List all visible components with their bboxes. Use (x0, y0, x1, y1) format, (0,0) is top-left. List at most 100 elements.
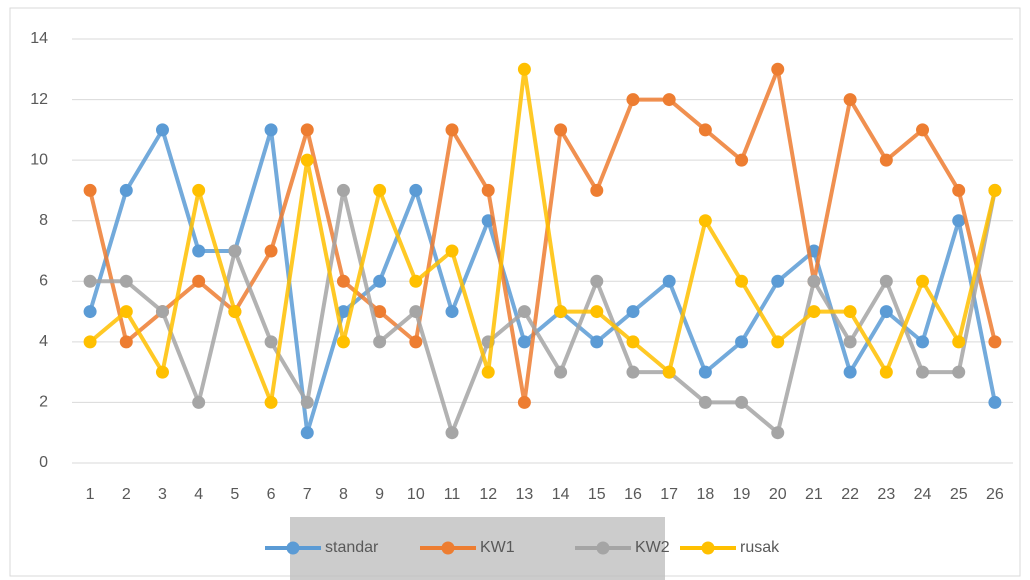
x-tick-label: 1 (86, 486, 95, 503)
y-tick-label: 10 (30, 151, 48, 168)
data-point (952, 335, 966, 349)
data-point (336, 183, 350, 197)
data-point (228, 305, 242, 319)
x-tick-label: 23 (877, 486, 895, 503)
data-point (698, 365, 712, 379)
data-point (843, 365, 857, 379)
data-point (373, 274, 387, 288)
data-point (155, 305, 169, 319)
data-point (264, 395, 278, 409)
data-point (83, 274, 97, 288)
legend-marker (596, 541, 610, 555)
data-point (843, 305, 857, 319)
data-point (879, 365, 893, 379)
data-point (517, 335, 531, 349)
data-point (155, 365, 169, 379)
data-point (662, 274, 676, 288)
data-point (952, 183, 966, 197)
series-line (88, 127, 997, 435)
data-point (481, 365, 495, 379)
data-point (590, 274, 604, 288)
data-point (517, 305, 531, 319)
data-point (119, 335, 133, 349)
legend-label: standar (325, 539, 379, 556)
x-tick-label: 3 (158, 486, 167, 503)
data-point (409, 335, 423, 349)
x-tick-label: 18 (696, 486, 714, 503)
data-point (879, 274, 893, 288)
data-point (481, 183, 495, 197)
data-point (83, 183, 97, 197)
x-tick-label: 15 (588, 486, 606, 503)
data-point (988, 395, 1002, 409)
data-point (554, 365, 568, 379)
x-tick-label: 7 (303, 486, 312, 503)
data-point (445, 426, 459, 440)
data-point (626, 335, 640, 349)
x-tick-label: 20 (769, 486, 787, 503)
data-point (952, 214, 966, 228)
data-point (662, 93, 676, 107)
data-point (698, 214, 712, 228)
data-point (988, 335, 1002, 349)
data-point (952, 365, 966, 379)
y-tick-label: 14 (30, 30, 48, 47)
y-tick-label: 8 (39, 212, 48, 229)
data-point (698, 123, 712, 137)
data-point (735, 395, 749, 409)
data-point (916, 274, 930, 288)
x-tick-label: 14 (552, 486, 570, 503)
legend-marker (441, 541, 455, 555)
data-point (409, 305, 423, 319)
data-point (771, 274, 785, 288)
x-tick-label: 17 (660, 486, 678, 503)
data-point (264, 335, 278, 349)
data-point (771, 335, 785, 349)
data-point (300, 395, 314, 409)
data-point (336, 274, 350, 288)
data-point (300, 426, 314, 440)
data-point (698, 395, 712, 409)
x-tick-label: 24 (914, 486, 932, 503)
data-point (192, 395, 206, 409)
data-point (626, 365, 640, 379)
data-point (264, 123, 278, 137)
y-tick-label: 0 (39, 454, 48, 471)
data-point (373, 305, 387, 319)
data-point (735, 335, 749, 349)
data-point (336, 305, 350, 319)
x-tick-label: 9 (375, 486, 384, 503)
data-point (373, 335, 387, 349)
x-tick-label: 11 (444, 486, 461, 503)
data-point (517, 62, 531, 76)
data-point (590, 335, 604, 349)
x-tick-label: 25 (950, 486, 968, 503)
x-tick-label: 5 (230, 486, 239, 503)
data-point (192, 274, 206, 288)
data-point (879, 153, 893, 167)
x-tick-label: 12 (479, 486, 497, 503)
x-tick-label: 21 (805, 486, 823, 503)
data-point (155, 123, 169, 137)
x-tick-label: 6 (267, 486, 276, 503)
data-point (735, 153, 749, 167)
x-tick-label: 8 (339, 486, 348, 503)
data-point (119, 274, 133, 288)
data-point (771, 62, 785, 76)
x-tick-label: 4 (194, 486, 203, 503)
data-point (373, 183, 387, 197)
data-point (988, 183, 1002, 197)
data-point (916, 123, 930, 137)
legend-label: KW1 (480, 539, 515, 556)
y-tick-label: 4 (39, 333, 48, 350)
data-point (517, 395, 531, 409)
data-point (843, 335, 857, 349)
data-point (916, 335, 930, 349)
data-point (554, 123, 568, 137)
data-point (83, 305, 97, 319)
data-point (843, 93, 857, 107)
data-point (119, 183, 133, 197)
data-point (807, 305, 821, 319)
data-point (807, 274, 821, 288)
